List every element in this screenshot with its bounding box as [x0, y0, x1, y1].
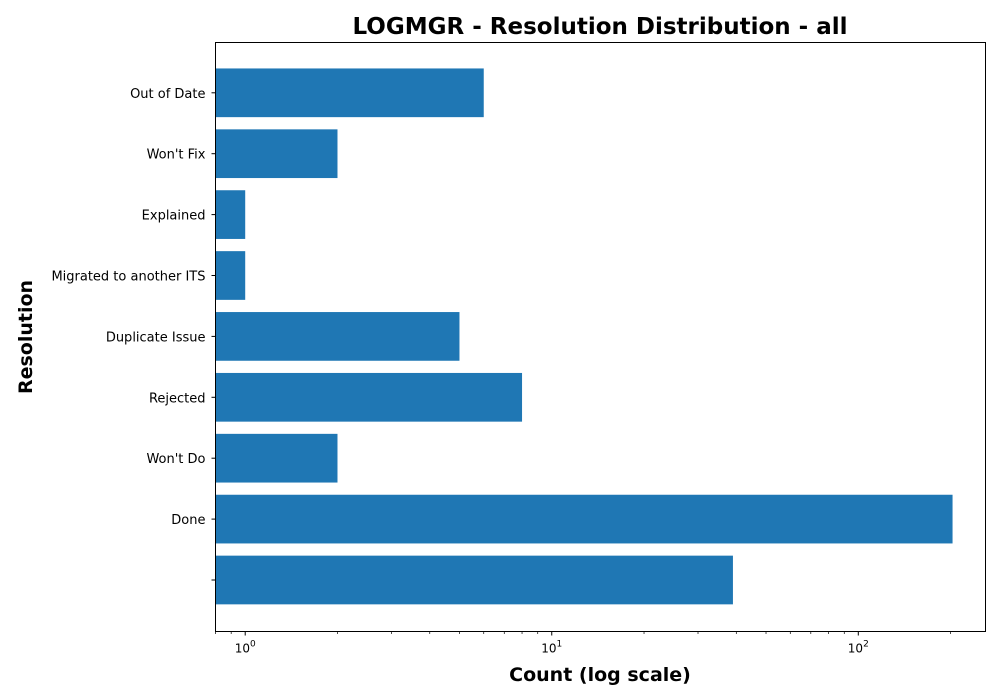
bar: [215, 312, 460, 361]
y-tick-label: Explained: [142, 209, 206, 224]
y-tick-label: Rejected: [149, 391, 206, 406]
x-axis: 100 101 102: [215, 631, 951, 656]
bar: [215, 68, 484, 118]
bar: [215, 433, 338, 483]
y-axis: Done Won't Do Rejected Duplicate Issue Migra…: [51, 87, 216, 581]
x-tick-label: 101: [541, 640, 562, 656]
y-tick-label: Out of Date: [130, 87, 205, 102]
x-tick-label: 102: [848, 640, 869, 656]
bar: [215, 190, 246, 239]
y-axis-label: Resolution: [15, 280, 37, 394]
x-tick-label: 100: [235, 640, 256, 656]
y-tick-label: Migrated to another ITS: [51, 270, 205, 285]
y-tick-label: Won't Fix: [147, 148, 206, 163]
chart-title: LOGMGR - Resolution Distribution - all: [352, 14, 847, 40]
bar: [215, 372, 523, 422]
bar: [215, 555, 733, 605]
bar: [215, 129, 338, 179]
y-tick-label: Won't Do: [146, 452, 205, 467]
bar: [215, 494, 953, 544]
bar: [215, 251, 246, 300]
plot-frame: [215, 42, 986, 632]
bar-group: [215, 68, 953, 605]
y-tick-label: Duplicate Issue: [106, 330, 206, 345]
y-tick-label: Done: [171, 513, 205, 528]
x-axis-label: Count (log scale): [509, 664, 691, 686]
